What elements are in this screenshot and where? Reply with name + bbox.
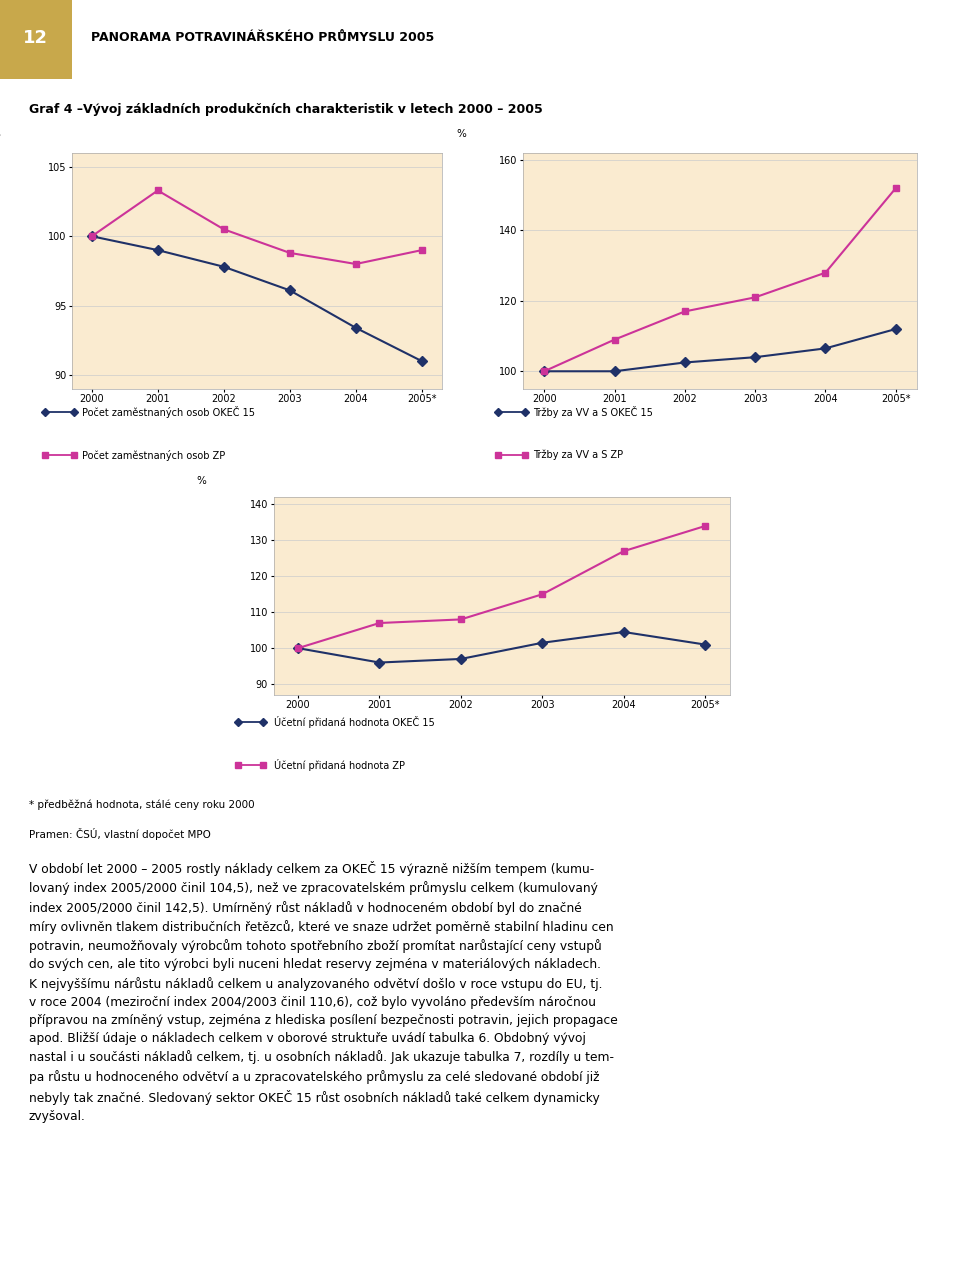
Text: %: % bbox=[196, 477, 206, 487]
Text: Pramen: ČSÚ, vlastní dopočet MPO: Pramen: ČSÚ, vlastní dopočet MPO bbox=[29, 827, 210, 840]
Text: Tržby za VV a S OKEČ 15: Tržby za VV a S OKEČ 15 bbox=[534, 405, 653, 418]
Text: * předběžná hodnota, stálé ceny roku 2000: * předběžná hodnota, stálé ceny roku 200… bbox=[29, 799, 254, 810]
Text: Tržby za VV a S ZP: Tržby za VV a S ZP bbox=[534, 450, 623, 460]
Text: Účetní přidaná hodnota OKEČ 15: Účetní přidaná hodnota OKEČ 15 bbox=[274, 715, 435, 728]
Text: PANORAMA POTRAVINÁŘSKÉHO PRŮMYSLU 2005: PANORAMA POTRAVINÁŘSKÉHO PRŮMYSLU 2005 bbox=[91, 32, 435, 45]
Text: Počet zaměstnaných osob ZP: Počet zaměstnaných osob ZP bbox=[82, 450, 226, 460]
Text: V období let 2000 – 2005 rostly náklady celkem za OKEČ 15 výrazně nižším tempem : V období let 2000 – 2005 rostly náklady … bbox=[29, 861, 617, 1123]
Text: Počet zaměstnaných osob OKEČ 15: Počet zaměstnaných osob OKEČ 15 bbox=[82, 405, 255, 418]
Text: Graf 4 –Vývoj základních produkčních charakteristik v letech 2000 – 2005: Graf 4 –Vývoj základních produkčních cha… bbox=[29, 103, 542, 116]
Text: %: % bbox=[456, 129, 467, 139]
Bar bbox=[0, 0, 72, 79]
Text: 12: 12 bbox=[23, 29, 48, 47]
Text: Účetní přidaná hodnota ZP: Účetní přidaná hodnota ZP bbox=[274, 759, 405, 771]
